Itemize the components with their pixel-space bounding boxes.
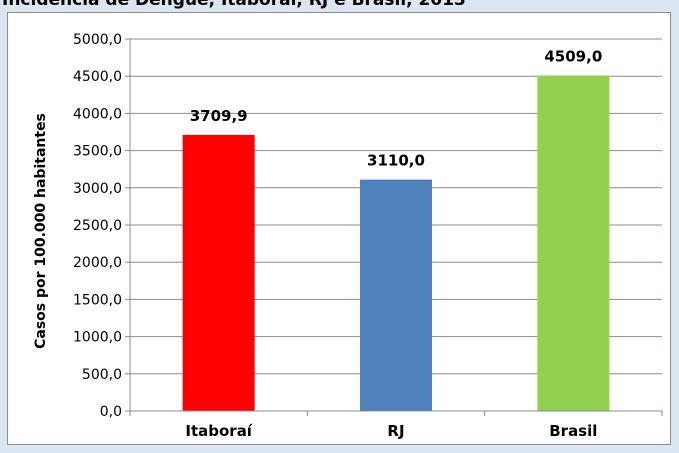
y-tick-label: 4500,0 (73, 69, 122, 85)
y-tick-label: 3000,0 (73, 181, 122, 197)
y-tick-label: 1500,0 (73, 292, 122, 308)
x-tick-label: Brasil (549, 422, 597, 440)
chart-frame: 0,0 500,0 1000,0 1500,0 2000,0 2500,0 3000,0 35… (7, 12, 671, 445)
bar-itaborai (182, 134, 255, 411)
x-tick-label: Itaboraí (185, 422, 252, 440)
y-tick-label: 2500,0 (73, 218, 122, 234)
bars (182, 75, 610, 411)
y-tick-label: 0,0 (100, 404, 122, 420)
axes (125, 38, 663, 416)
bar-brasil (537, 75, 610, 411)
data-label: 4509,0 (544, 48, 602, 66)
y-tick-label: 2000,0 (73, 255, 122, 271)
y-tick-label: 500,0 (82, 367, 122, 383)
y-axis-title: Casos por 100.000 habitantes (33, 113, 49, 349)
x-tick-label: RJ (387, 422, 404, 440)
bar-rj (360, 179, 432, 411)
y-tick-label: 3500,0 (73, 144, 122, 160)
page-title: Incidência de Dengue, Itaboraí, RJ e Bra… (2, 0, 466, 10)
page-title-strip: Incidência de Dengue, Itaboraí, RJ e Bra… (0, 0, 679, 12)
data-label: 3110,0 (367, 152, 425, 170)
labels: 0,0 500,0 1000,0 1500,0 2000,0 2500,0 3000,0 35… (33, 32, 602, 440)
y-tick-label: 1000,0 (73, 330, 122, 346)
y-tick-label: 4000,0 (73, 106, 122, 122)
y-tick-label: 5000,0 (73, 32, 122, 48)
bar-chart: 0,0 500,0 1000,0 1500,0 2000,0 2500,0 3000,0 35… (33, 32, 663, 440)
data-label: 3709,9 (190, 107, 248, 125)
